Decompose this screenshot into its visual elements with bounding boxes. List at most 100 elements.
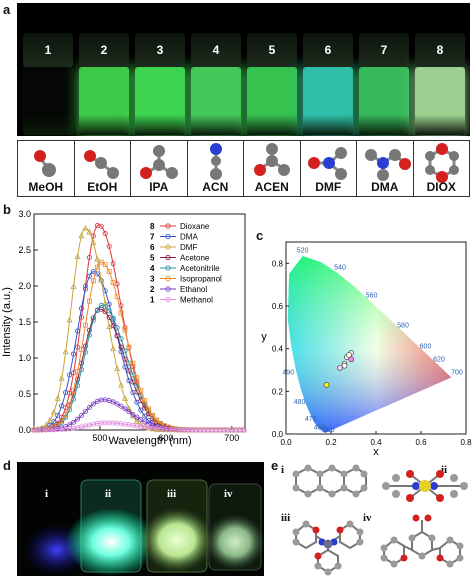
spectrum-marker <box>75 383 81 389</box>
cie-y-tick-label: 0.4 <box>272 345 284 354</box>
legend-label: Isopropanol <box>180 275 222 284</box>
legend-marker <box>165 254 171 261</box>
chromaticity-point <box>323 382 330 388</box>
legend-label: Methanol <box>180 296 213 305</box>
x-tick-label: 500 <box>92 433 107 443</box>
vial-number: 3 <box>156 43 164 57</box>
spectrum-marker <box>118 336 124 342</box>
spectrum-marker <box>86 405 92 411</box>
spectrum-marker <box>110 323 116 329</box>
legend-marker <box>165 265 171 271</box>
spectrum-marker <box>54 395 61 401</box>
acen-molecule-icon <box>254 143 290 176</box>
spectrum-marker <box>94 264 100 270</box>
legend-number: 7 <box>150 233 155 242</box>
spectrum-marker <box>138 387 144 393</box>
legend-marker <box>165 223 171 229</box>
spectrum-marker <box>82 286 88 292</box>
spectrum-marker <box>55 412 61 418</box>
wavelength-label: 700 <box>451 369 463 376</box>
legend-marker <box>165 244 171 250</box>
solution-vial <box>359 67 409 135</box>
legend-label: Acetonitrile <box>180 264 220 273</box>
cie-y-tick-label: 0.6 <box>272 302 284 311</box>
structure-label-ii: ii <box>441 464 448 476</box>
dma-molecule-icon <box>365 149 411 181</box>
solvent-name: IPA <box>149 180 169 194</box>
spectrum-marker <box>118 310 124 316</box>
vial-number: 2 <box>100 43 108 57</box>
cie-y-tick-label: 0.8 <box>272 259 284 268</box>
vial-number: 8 <box>436 43 444 57</box>
structure-label-iv: iv <box>363 512 372 524</box>
chromaticity-point <box>346 352 352 358</box>
wavelength-label: 580 <box>397 322 409 329</box>
spectrum-marker <box>86 273 92 279</box>
cie-x-tick-label: 0.0 <box>280 438 292 447</box>
spectrum-marker <box>82 343 88 349</box>
wavelength-label: 600 <box>420 344 432 351</box>
cie-x-tick-label: 0.4 <box>370 438 382 447</box>
cie-x-label: x <box>373 446 379 458</box>
spectrum-marker <box>98 276 105 283</box>
spectrum-marker <box>34 425 42 432</box>
vial-neck <box>23 33 73 67</box>
spectrum-marker <box>106 323 113 329</box>
spectrum-marker <box>126 344 132 350</box>
legend-label: DMA <box>180 233 198 242</box>
spectrum-marker <box>78 314 84 320</box>
spectrum-marker <box>78 232 85 239</box>
spectrum-marker <box>110 399 116 405</box>
powder-vials-drawing <box>23 479 264 576</box>
legend-marker <box>165 296 171 303</box>
y-tick-label: 1.0 <box>18 353 31 363</box>
vial-neck <box>135 33 185 67</box>
spectrum-marker <box>75 416 81 422</box>
wavelength-label: 480 <box>294 399 306 406</box>
diox-molecule-icon <box>424 143 459 183</box>
legend-number: 2 <box>150 285 155 294</box>
y-axis-label: Intensity (a.u.) <box>1 287 13 357</box>
panel-label-e: e <box>271 458 279 473</box>
molecule-cell-acen: ACEN <box>244 141 301 196</box>
spectrum-marker <box>102 262 108 268</box>
spectrum-marker <box>130 372 136 378</box>
spectrum-marker <box>106 308 112 314</box>
solvent-name: ACN <box>202 180 229 194</box>
y-tick-label: 1.5 <box>18 317 31 327</box>
cie-x-tick-label: 0.8 <box>460 438 472 447</box>
wavelength-label: 560 <box>366 292 378 299</box>
spectrum-marker <box>142 398 148 404</box>
powder-vials-photo: i ii iii iv <box>17 462 264 576</box>
chromaticity-point <box>337 365 343 371</box>
spectrum-marker <box>134 375 140 381</box>
spectrum-marker <box>82 409 88 415</box>
cie-y-tick-label: 0.0 <box>272 430 284 439</box>
vial-neck <box>303 33 353 67</box>
solution-vial <box>135 67 185 135</box>
spectrum-marker <box>82 224 89 231</box>
spectrum-marker <box>121 395 129 401</box>
solution-vial <box>415 67 465 135</box>
spectrum-marker <box>130 360 136 366</box>
panel-label-a: a <box>3 2 11 17</box>
y-tick-label: 0.5 <box>18 389 31 399</box>
vial-neck <box>359 33 409 67</box>
legend-marker <box>165 286 171 292</box>
wavelength-label: 540 <box>334 265 346 272</box>
photo-label-i: i <box>45 488 49 500</box>
spectrum-marker <box>86 255 92 261</box>
cie-y-tick-label: 0.2 <box>272 387 284 396</box>
spectrum-marker <box>78 305 84 311</box>
legend-number: 5 <box>150 254 155 263</box>
vial-number: 4 <box>212 43 220 57</box>
spectrum-marker <box>82 349 88 355</box>
spectrum-marker <box>110 280 116 286</box>
y-tick-label: 0.0 <box>18 425 31 435</box>
spectrum-marker <box>70 283 77 289</box>
legend-marker <box>165 233 171 240</box>
molecule-cell-etoh: EtOH <box>75 141 131 196</box>
spectrum-marker <box>125 405 133 411</box>
spectrum-marker <box>106 269 112 275</box>
spectrum-marker <box>106 243 112 249</box>
